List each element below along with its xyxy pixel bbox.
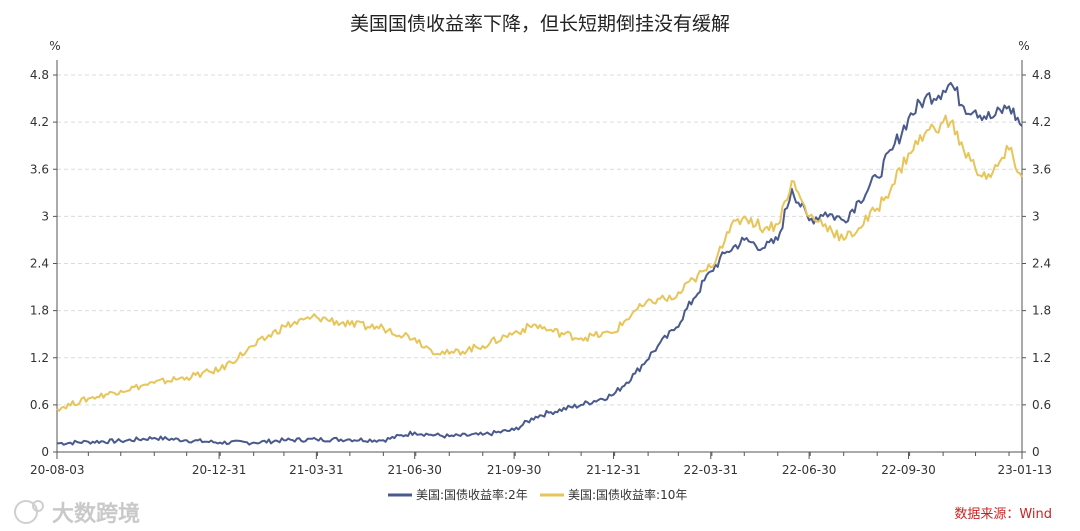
y-tick-label-right: 0.6 — [1032, 398, 1051, 412]
series-lines — [56, 81, 1023, 446]
x-tick-label: 22-06-30 — [782, 463, 836, 477]
y-unit-right: % — [1018, 39, 1029, 53]
y-tick-label-right: 2.4 — [1032, 257, 1051, 271]
y-tick-label-left: 1.8 — [30, 304, 49, 318]
axes: 0 0 0.6 0.6 1.2 1.2 1.8 1.8 2.4 2.4 3 3 3.6 3.6 4.2 4.2… — [30, 60, 1052, 477]
y-tick-label-left: 0.6 — [30, 398, 49, 412]
watermark-logo-icon — [14, 500, 38, 524]
x-tick-label: 21-06-30 — [387, 463, 441, 477]
series-line-2y — [56, 81, 1023, 446]
watermark-logo-dot-icon — [32, 500, 44, 512]
chart-title: 美国国债收益率下降，但长短期倒挂没有缓解 — [350, 13, 730, 35]
x-tick-label: 21-12-31 — [586, 463, 640, 477]
grid-lines — [57, 74, 1022, 406]
y-tick-label-right: 1.8 — [1032, 304, 1051, 318]
y-tick-label-left: 3 — [41, 209, 49, 223]
legend: 美国:国债收益率:2年 美国:国债收益率:10年 — [388, 487, 687, 502]
y-tick-label-right: 0 — [1032, 445, 1040, 459]
x-tick-label: 22-03-31 — [684, 463, 738, 477]
x-tick-label: 20-08-03 — [30, 463, 84, 477]
y-tick-label-right: 4.8 — [1032, 68, 1051, 82]
x-tick-label: 22-09-30 — [881, 463, 935, 477]
watermark-text: 大数跨境 — [52, 501, 140, 527]
watermark: 大数跨境 — [14, 500, 140, 527]
y-tick-label-right: 3 — [1032, 209, 1040, 223]
x-tick-label: 21-09-30 — [487, 463, 541, 477]
legend-label: 美国:国债收益率:10年 — [568, 487, 687, 502]
y-tick-label-left: 2.4 — [30, 257, 49, 271]
x-tick-label: 23-01-13 — [998, 463, 1052, 477]
y-tick-label-left: 4.8 — [30, 68, 49, 82]
y-tick-label-right: 1.2 — [1032, 351, 1051, 365]
series-line-10y — [56, 114, 1023, 412]
x-tick-label: 21-03-31 — [289, 463, 343, 477]
x-tick-label: 20-12-31 — [192, 463, 246, 477]
y-tick-label-left: 4.2 — [30, 115, 49, 129]
y-tick-label-left: 3.6 — [30, 162, 49, 176]
y-tick-label-left: 0 — [41, 445, 49, 459]
y-tick-label-right: 4.2 — [1032, 115, 1051, 129]
source-note: 数据来源：Wind — [954, 507, 1052, 522]
y-tick-label-right: 3.6 — [1032, 162, 1051, 176]
legend-label: 美国:国债收益率:2年 — [416, 487, 528, 502]
y-tick-label-left: 1.2 — [30, 351, 49, 365]
y-unit-left: % — [49, 39, 60, 53]
